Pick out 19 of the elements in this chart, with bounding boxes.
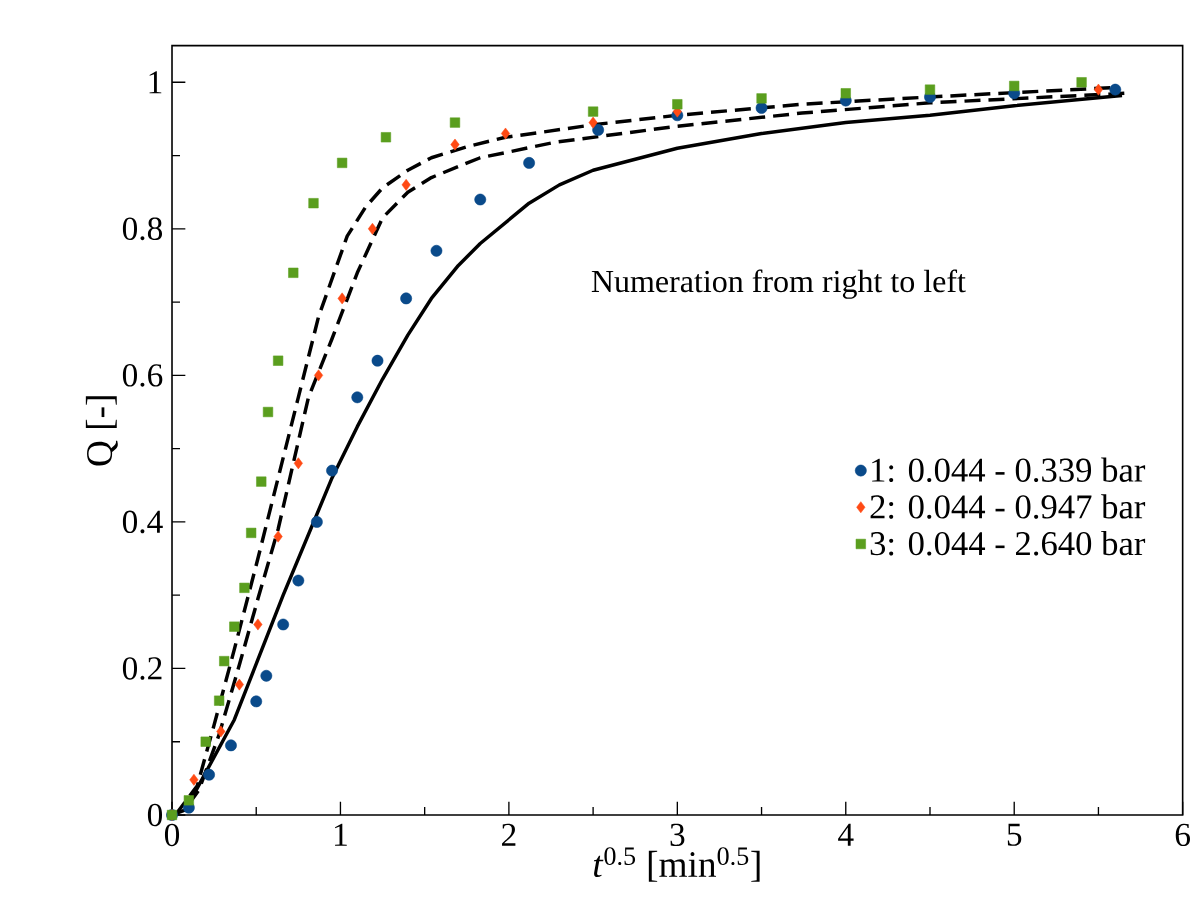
x-tick-label: 5 [1007, 823, 1022, 846]
x-tick-label: 4 [838, 823, 854, 846]
x-tick-label: 0 [164, 823, 180, 847]
annotation: Numeration from right to left [591, 269, 966, 299]
legend-label: 3: 0.044 - 2.640 bar [870, 530, 1146, 556]
y-tick-label: 0.2 [122, 657, 162, 680]
y-tick-label: 0 [147, 803, 163, 827]
x-tick-label: 6 [1175, 823, 1191, 847]
y-tick-label: 0.4 [122, 510, 163, 534]
x-tick-label: 1 [335, 823, 347, 846]
x-tick-label: 3 [670, 823, 685, 847]
legend-label: 1: 0.044 - 0.339 bar [872, 457, 1146, 483]
y-tick-label: 0.6 [122, 364, 163, 387]
y-tick-label: 1 [149, 71, 162, 94]
y-tick-label: 0.8 [122, 217, 163, 241]
y-axis-title: Q [-] [85, 396, 118, 466]
x-tick-label: 2 [502, 823, 516, 846]
legend-label: 2: 0.044 - 0.947 bar [870, 494, 1146, 519]
x-axis-title: t$^{0.5}$ [min$^{0.5}$] [593, 847, 760, 882]
